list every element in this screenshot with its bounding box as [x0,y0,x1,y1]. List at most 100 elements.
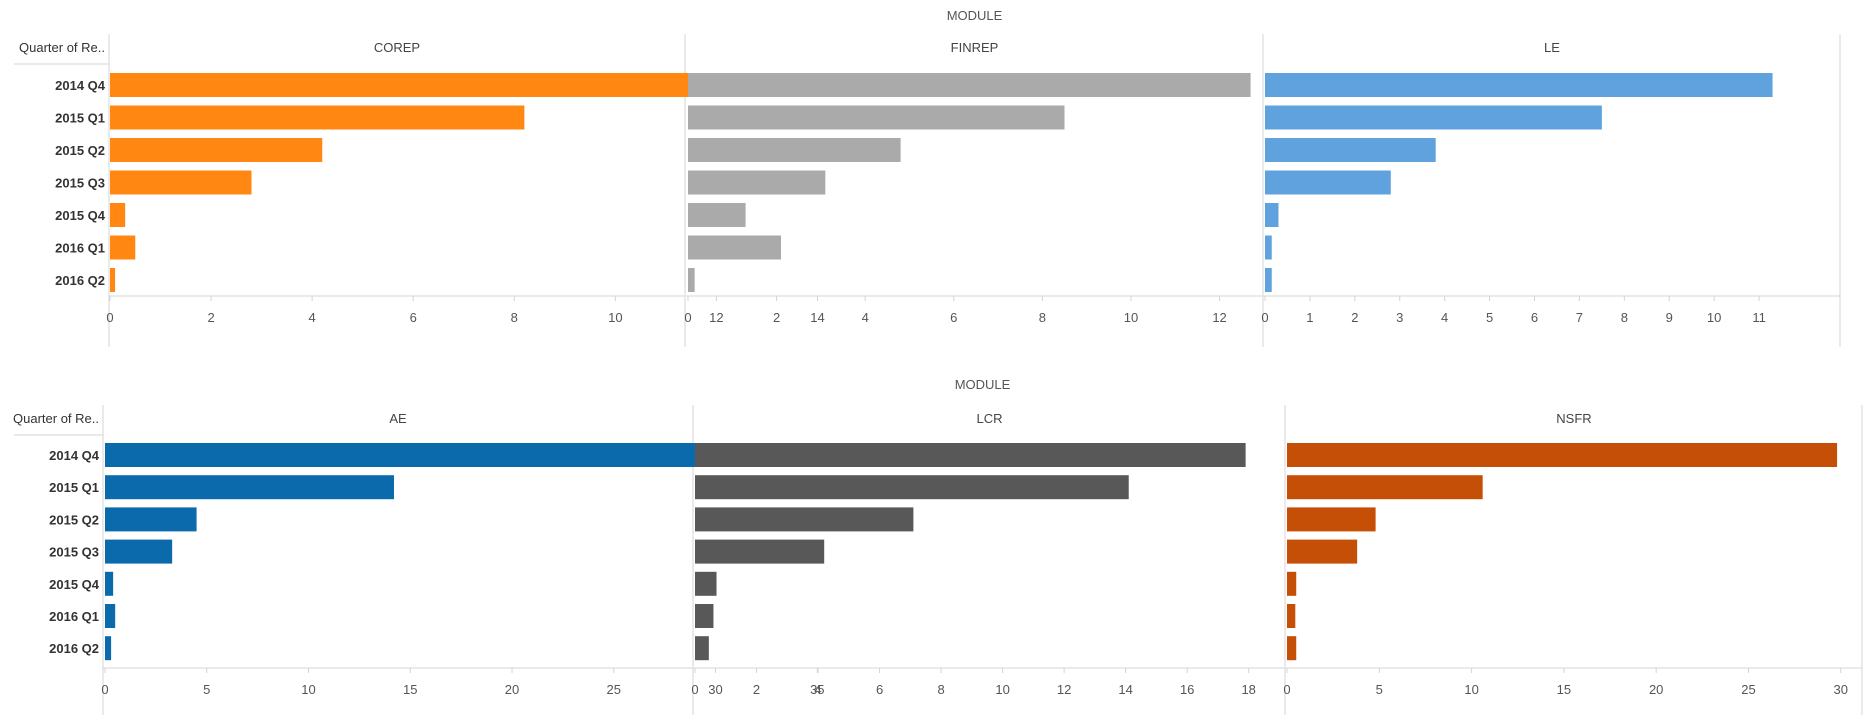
x-tick-label: 0 [684,310,691,325]
x-tick-label: 0 [101,682,108,697]
x-tick-label: 6 [410,310,417,325]
bar [695,507,914,532]
panel-title-lcr: LCR [976,411,1002,426]
bar [110,268,116,292]
bar [1265,203,1279,227]
bar [105,507,197,532]
x-tick-label: 10 [301,682,315,697]
bar [688,235,782,260]
x-tick-label: 30 [708,682,722,697]
x-tick-label: 14 [1118,682,1132,697]
x-tick-label: 11 [1752,310,1766,325]
x-tick-label: 8 [1621,310,1628,325]
bar [105,604,116,628]
x-tick-label: 2 [773,310,780,325]
x-tick-label: 30 [1834,682,1848,697]
bar [1287,475,1483,500]
chart-section-1: MODULE Quarter of Re.. 2014 Q4 2015 Q1 2015 … [14,8,1841,347]
panel-finrep: FINREP 0 2 4 6 8 10 12 [684,34,1264,347]
bar [1287,571,1297,596]
bar [1287,443,1838,467]
bar [110,105,525,130]
category-label: 2015 Q3 [55,176,105,191]
x-tick-label: 0 [1261,310,1268,325]
x-tick-label: 10 [1464,682,1478,697]
bar [110,138,323,162]
x-tick-label: 5 [1376,682,1383,697]
row-header-label: Quarter of Re.. [19,40,105,55]
x-tick-label: 35 [810,682,824,697]
panel-title-ae: AE [389,411,407,426]
bar [1265,170,1391,195]
category-label: 2015 Q1 [49,480,99,495]
x-tick-label: 25 [607,682,621,697]
x-tick-label: 12 [1057,682,1071,697]
bar [695,443,1246,467]
category-label: 2015 Q3 [49,545,99,560]
x-tick-label: 14 [810,310,824,325]
x-tick-label: 6 [950,310,957,325]
category-label: 2015 Q4 [49,577,100,592]
category-label: 2014 Q4 [55,78,106,93]
bar [105,636,112,661]
bar [1265,235,1272,260]
x-tick-label: 25 [1741,682,1755,697]
x-tick-label: 4 [309,310,316,325]
category-label: 2016 Q2 [55,273,105,288]
bar [695,539,825,564]
x-tick-label: 6 [1531,310,1538,325]
x-tick-label: 9 [1666,310,1673,325]
bar [688,105,1065,130]
x-tick-label: 4 [1441,310,1448,325]
category-label: 2016 Q2 [49,641,99,656]
bar [110,170,252,195]
bar [695,475,1129,500]
x-tick-label: 18 [1241,682,1255,697]
chart-section-2: MODULE Quarter of Re.. 2014 Q4 2015 Q1 2015 … [13,377,1863,715]
bar [695,604,714,628]
panel-ae: AE0 5 10 15 20 25 30 35 [101,405,834,715]
x-tick-label: 8 [937,682,944,697]
category-label: 2016 Q1 [55,241,105,256]
category-label: 2015 Q2 [49,512,99,527]
x-tick-label: 4 [862,310,869,325]
x-tick-label: 20 [505,682,519,697]
bar [1287,507,1376,532]
bar [1265,138,1436,162]
category-label: 2015 Q2 [55,143,105,158]
bar [688,73,1251,97]
x-tick-label: 2 [1351,310,1358,325]
bar [1287,636,1297,661]
bar [105,475,394,500]
x-tick-label: 2 [753,682,760,697]
x-tick-label: 5 [203,682,210,697]
bar [1265,105,1602,130]
row-header-label: Quarter of Re.. [13,411,99,426]
bar [688,138,901,162]
x-tick-label: 16 [1180,682,1194,697]
x-tick-label: 1 [1306,310,1313,325]
bar [105,571,114,596]
bar [695,636,709,661]
panel-title-corep: COREP [374,40,420,55]
bar [1265,73,1773,97]
panel-le: LE 0 1 2 3 4 5 6 7 8 9 10 11 [1261,34,1841,347]
x-tick-label: 0 [691,682,698,697]
panel-title-nsfr: NSFR [1556,411,1591,426]
panel-corep: COREP 0 2 4 6 8 10 12 14 [106,34,853,347]
x-tick-label: 8 [1039,310,1046,325]
x-tick-label: 15 [403,682,417,697]
panel-title-le: LE [1544,40,1560,55]
category-label: 2015 Q1 [55,111,105,126]
x-tick-label: 10 [1707,310,1721,325]
bar [1287,604,1296,628]
x-tick-label: 8 [511,310,518,325]
bar [1265,268,1272,292]
x-tick-label: 6 [876,682,883,697]
x-tick-label: 20 [1649,682,1663,697]
bar [688,268,695,292]
x-tick-label: 4 [814,682,821,697]
x-tick-label: 15 [1557,682,1571,697]
panel-nsfr: NSFR 0 5 10 15 20 25 30 [1283,405,1863,715]
